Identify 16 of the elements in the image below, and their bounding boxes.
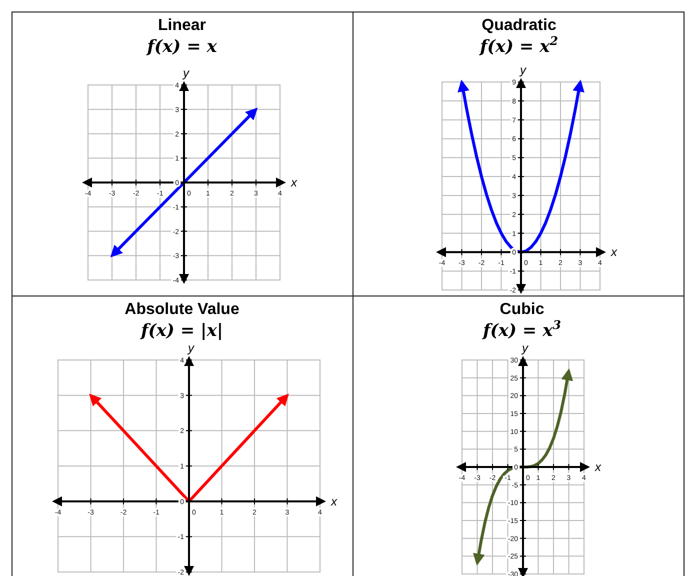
x-axis-title: x [290,176,298,190]
y-axis-title: y [187,341,195,355]
chart-subtitle: f(x) = |x| [140,321,224,341]
y-axis-title: y [519,63,527,77]
chart-title: Cubic [500,301,544,318]
chart-subtitle: f(x) = x$^{3}$ [482,318,562,341]
chart-title: Quadratic [482,17,556,34]
chart-title: Linear [158,17,206,34]
chart-subtitle: f(x) = x$^{2}$ [478,34,558,57]
chart-subtitle: f(x) = x [146,37,218,57]
y-axis-title: y [182,66,190,80]
x-axis-title: x [594,460,602,474]
x-axis-title: x [610,245,618,260]
y-axis-title: y [521,341,529,355]
x-axis-title: x [330,494,338,508]
chart-title: Absolute Value [124,301,240,318]
